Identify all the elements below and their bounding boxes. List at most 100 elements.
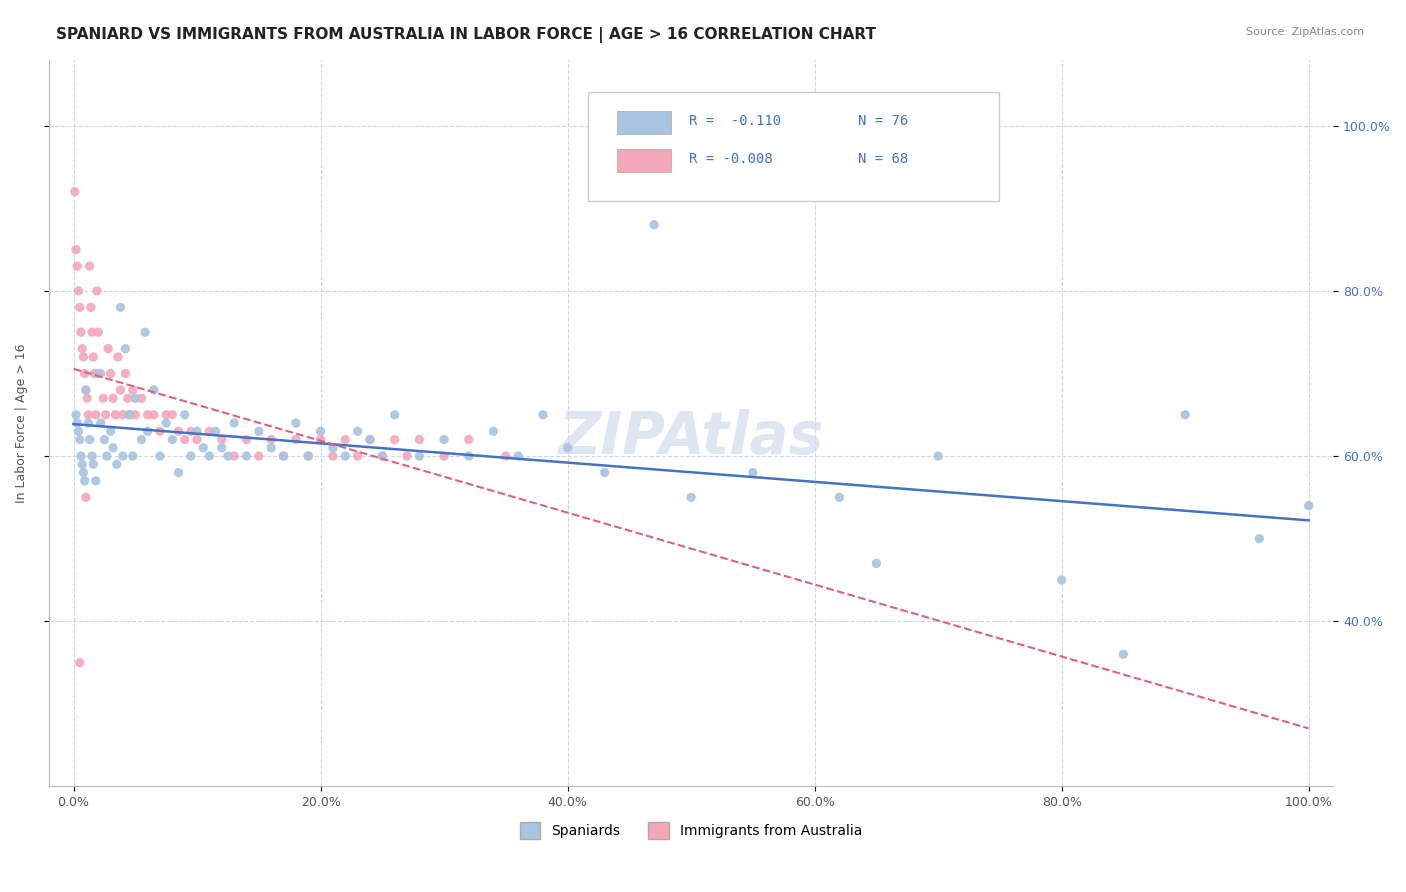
Point (73, 367, 96, 381)
Point (87, 367, 110, 381)
Point (80, 325, 103, 339)
Point (101, 391, 124, 405)
Point (155, 408, 177, 422)
Point (224, 416, 246, 430)
Point (97, 342, 120, 356)
Point (186, 425, 208, 439)
Point (75, 383, 97, 397)
Point (433, 433, 456, 447)
Point (322, 449, 344, 463)
Point (593, 466, 616, 480)
Point (495, 449, 517, 463)
Point (167, 425, 190, 439)
Point (69, 433, 91, 447)
Point (186, 433, 208, 447)
Point (741, 466, 763, 480)
Point (235, 433, 257, 447)
FancyBboxPatch shape (617, 112, 671, 135)
Point (371, 449, 394, 463)
Point (335, 433, 357, 447)
Text: Source: ZipAtlas.com: Source: ZipAtlas.com (1246, 27, 1364, 37)
Point (79, 259, 101, 273)
Point (167, 466, 190, 480)
Point (211, 441, 233, 455)
Point (204, 425, 226, 439)
Point (180, 425, 202, 439)
Point (371, 449, 394, 463)
Legend: Spaniards, Immigrants from Australia: Spaniards, Immigrants from Australia (515, 817, 868, 845)
Point (75, 383, 97, 397)
Point (87, 325, 110, 339)
Y-axis label: In Labor Force | Age > 16: In Labor Force | Age > 16 (15, 343, 28, 503)
Point (384, 433, 406, 447)
Point (84, 474, 107, 488)
Point (235, 449, 257, 463)
Point (70, 449, 93, 463)
Text: N = 76: N = 76 (858, 114, 908, 128)
Point (120, 408, 142, 422)
Point (93, 433, 115, 447)
Point (107, 350, 129, 364)
Point (110, 383, 132, 397)
Point (284, 416, 307, 430)
Text: ZIPAtlas: ZIPAtlas (558, 409, 824, 466)
Point (1298, 499, 1320, 513)
Point (193, 441, 215, 455)
Point (77, 408, 100, 422)
Point (73, 474, 96, 488)
Point (82, 350, 104, 364)
Point (217, 449, 239, 463)
Point (681, 491, 703, 505)
Text: R =  -0.110: R = -0.110 (689, 114, 780, 128)
Point (96, 449, 118, 463)
Point (865, 557, 887, 571)
Point (63, 185, 86, 199)
Point (395, 449, 418, 463)
Point (100, 425, 122, 439)
Point (643, 218, 665, 232)
Point (118, 408, 141, 422)
Point (142, 408, 165, 422)
FancyBboxPatch shape (617, 149, 671, 172)
Point (86, 284, 108, 298)
Point (121, 449, 143, 463)
Point (77, 416, 100, 430)
Point (75, 491, 97, 505)
Point (198, 449, 221, 463)
Point (65, 408, 87, 422)
Point (72, 350, 94, 364)
Point (247, 425, 270, 439)
Point (117, 391, 139, 405)
Point (508, 449, 530, 463)
Point (69, 656, 91, 670)
Point (260, 441, 283, 455)
Point (557, 441, 579, 455)
Point (136, 408, 159, 422)
Point (173, 433, 195, 447)
Point (1174, 408, 1197, 422)
Point (131, 433, 153, 447)
Point (134, 325, 156, 339)
Point (408, 449, 430, 463)
Point (346, 449, 368, 463)
Point (84, 408, 107, 422)
Point (457, 449, 479, 463)
Point (273, 449, 295, 463)
Point (335, 449, 357, 463)
Point (384, 408, 406, 422)
Point (101, 441, 124, 455)
Point (69, 301, 91, 315)
Point (155, 416, 177, 430)
Point (83, 367, 105, 381)
Point (457, 433, 479, 447)
Point (82, 458, 104, 472)
Point (114, 367, 136, 381)
Point (359, 433, 381, 447)
Point (100, 367, 122, 381)
Point (76, 391, 98, 405)
Point (66, 259, 89, 273)
Text: SPANIARD VS IMMIGRANTS FROM AUSTRALIA IN LABOR FORCE | AGE > 16 CORRELATION CHAR: SPANIARD VS IMMIGRANTS FROM AUSTRALIA IN… (56, 27, 876, 43)
Point (224, 449, 246, 463)
Point (180, 449, 202, 463)
Point (65, 243, 87, 257)
